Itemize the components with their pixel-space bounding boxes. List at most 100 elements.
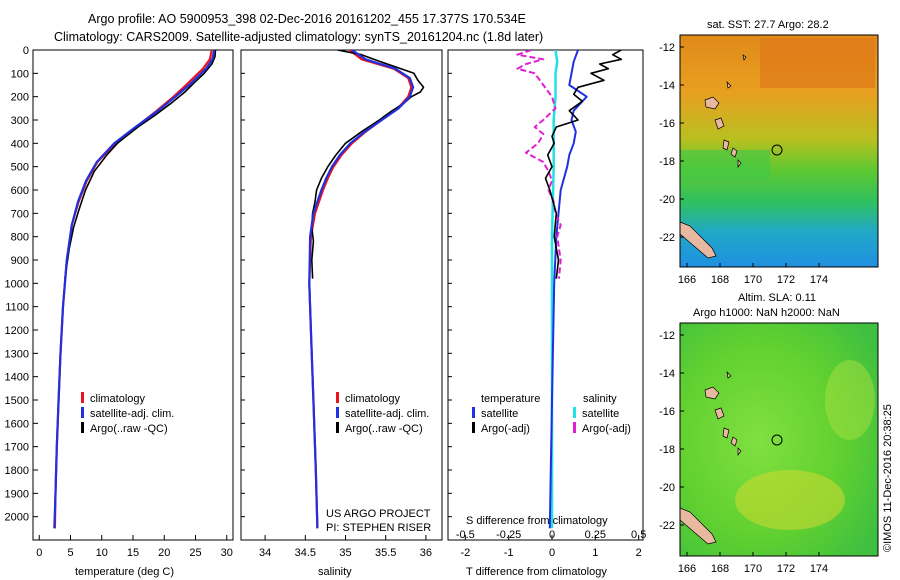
sla-map-title-line-2: Argo h1000: NaN h2000: NaN [693, 307, 840, 319]
map-ticks: 166 168 170 172 174 -12 -14 -16 -18 -20 -22 166 168 1… [659, 42, 828, 575]
legend-argo-swatch [81, 422, 84, 433]
legend-satellite-swatch [336, 407, 339, 418]
salinity-argo-line [310, 50, 425, 279]
map-lat-tick-label: -16 [659, 118, 675, 130]
diff-t-tick-label: 2 [636, 547, 642, 559]
salinity-legend: climatology satellite-adj. clim. Argo(..… [336, 392, 429, 435]
map-lat-tick-label: -20 [659, 194, 675, 206]
legend-salinity-heading: salinity [583, 393, 617, 405]
diff-s-tick-label: 0.25 [585, 529, 606, 541]
legend-temperature-heading: temperature [481, 393, 540, 405]
depth-tick-label: 0 [23, 45, 29, 57]
depth-tick-label: 800 [11, 232, 29, 244]
diff-s-tick-label: 0.5 [631, 529, 646, 541]
temperature-tick-label: 5 [67, 547, 73, 559]
sst-green-patch [680, 150, 770, 180]
map-lat-tick-label: -14 [659, 80, 675, 92]
sst-warm-patch [760, 38, 875, 88]
temperature-tick-label: 20 [158, 547, 170, 559]
legend-s-satellite-label: satellite [582, 408, 619, 420]
salinity-tick-label: 35.5 [375, 547, 396, 559]
map-lat-tick-label: -12 [659, 42, 675, 54]
depth-tick-label: 600 [11, 185, 29, 197]
project-annotation: US ARGO PROJECT [326, 508, 431, 520]
title-line-2: Climatology: CARS2009. Satellite-adjuste… [54, 30, 543, 44]
diff-t-argo-line [544, 50, 623, 279]
legend-t-argo-label: Argo(-adj) [481, 423, 530, 435]
depth-tick-label: 500 [11, 162, 29, 174]
salinity-climatology-line [308, 50, 413, 529]
diff-s-tick-label: -0.5 [456, 529, 475, 541]
depth-tick-label: 1700 [5, 442, 29, 454]
sla-map-title-line-1: Altim. SLA: 0.11 [738, 292, 816, 304]
map-lon-tick-label: 172 [777, 274, 795, 286]
salinity-xlabel: salinity [318, 566, 352, 578]
map-lat-tick-label: -20 [659, 482, 675, 494]
difference-plot-frame [447, 49, 644, 541]
map-lon-tick-label: 172 [777, 563, 795, 575]
salinity-plot [308, 50, 425, 529]
map-lon-tick-label: 166 [678, 563, 696, 575]
map-lon-tick-label: 166 [678, 274, 696, 286]
temperature-tick-label: 15 [127, 547, 139, 559]
legend-t-satellite-swatch [472, 407, 475, 418]
depth-tick-label: 200 [11, 92, 29, 104]
argo-position-marker [771, 144, 783, 156]
diff-t-tick-label: 1 [592, 547, 598, 559]
argo-position-marker [771, 434, 783, 446]
depth-tick-label: 1800 [5, 465, 29, 477]
legend-s-argo-swatch [573, 422, 576, 433]
diff-s-tick-label: -0.25 [496, 529, 521, 541]
depth-tick-label: 1000 [5, 278, 29, 290]
legend-satellite-swatch [81, 407, 84, 418]
map-lon-tick-label: 170 [744, 274, 762, 286]
legend-s-satellite-swatch [573, 407, 576, 418]
depth-tick-label: 1300 [5, 348, 29, 360]
map-lat-tick-label: -16 [659, 406, 675, 418]
diff-t-satellite-line [548, 50, 588, 529]
temperature-xlabel: temperature (deg C) [75, 566, 174, 578]
legend-argo-swatch [336, 422, 339, 433]
depth-tick-label: 300 [11, 115, 29, 127]
map-lon-tick-label: 170 [744, 563, 762, 575]
temperature-tick-label: 25 [189, 547, 201, 559]
difference-xlabel-top: S difference from climatology [466, 515, 608, 527]
legend-satellite-label: satellite-adj. clim. [345, 408, 429, 420]
map-lon-tick-label: 174 [810, 563, 828, 575]
legend-climatology-swatch [81, 392, 84, 403]
salinity-tick-label: 34 [259, 547, 271, 559]
salinity-satellite-line [308, 50, 415, 529]
temperature-tick-label: 0 [36, 547, 42, 559]
island-chain [704, 370, 742, 457]
island-chain [704, 54, 747, 169]
temperature-legend: climatology satellite-adj. clim. Argo(..… [81, 392, 174, 435]
salinity-tick-label: 35 [339, 547, 351, 559]
footer-credit: ©IMOS 11-Dec-2016 20:38:25 [882, 404, 894, 552]
temperature-climatology-line [53, 50, 213, 529]
depth-tick-label: 1900 [5, 488, 29, 500]
temperature-plot [53, 50, 217, 529]
diff-t-tick-label: -2 [460, 547, 470, 559]
depth-tick-label: 400 [11, 138, 29, 150]
salinity-plot-frame [240, 49, 443, 541]
title-line-1: Argo profile: AO 5900953_398 02-Dec-2016… [88, 12, 526, 26]
salinity-tick-label: 34.5 [295, 547, 316, 559]
diff-s-tick-label: 0 [549, 529, 555, 541]
sst-map-title: sat. SST: 27.7 Argo: 28.2 [707, 19, 829, 31]
temperature-tick-label: 10 [96, 547, 108, 559]
legend-satellite-label: satellite-adj. clim. [90, 408, 174, 420]
depth-tick-label: 1400 [5, 372, 29, 384]
map-lat-tick-label: -14 [659, 368, 675, 380]
legend-argo-label: Argo(..raw -QC) [345, 423, 423, 435]
legend-argo-label: Argo(..raw -QC) [90, 423, 168, 435]
depth-tick-label: 1500 [5, 395, 29, 407]
map-lon-tick-label: 168 [711, 274, 729, 286]
depth-tick-label: 1200 [5, 325, 29, 337]
sla-high-patch-2 [825, 360, 875, 440]
axes-ticks: 0100200300400500600700800900100011001200… [5, 45, 647, 559]
sst-map [679, 34, 879, 268]
difference-legend: temperature salinity satellite Argo(-adj… [472, 393, 631, 435]
legend-t-argo-swatch [472, 422, 475, 433]
legend-climatology-label: climatology [345, 393, 401, 405]
